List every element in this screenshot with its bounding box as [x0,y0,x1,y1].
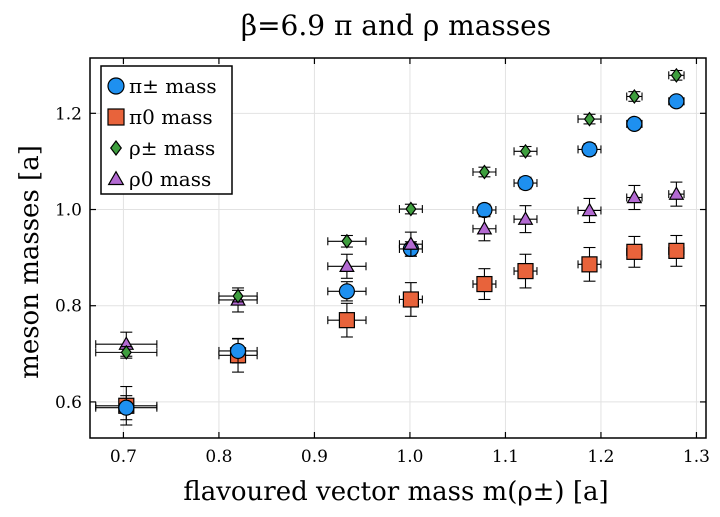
y-tick-label: 1.0 [55,201,82,221]
x-tick-label: 1.2 [587,447,614,467]
data-point-square [402,291,419,308]
data-layer [95,67,685,426]
chart-title: β=6.9 π and ρ masses [241,9,551,42]
data-point-circle [581,141,598,158]
data-point-diamond [478,164,491,180]
x-tick-label: 0.7 [110,447,137,467]
x-tick-label: 0.9 [301,447,328,467]
data-point-circle [668,93,685,110]
data-point-triangle [668,186,685,200]
legend-label: ρ0 mass [129,167,211,191]
data-point-square [517,262,534,280]
legend-label: π± mass [129,74,217,98]
data-point-square [581,256,598,273]
data-point-circle [626,115,643,132]
y-axis-label: meson masses [a] [15,145,45,379]
data-point-diamond [405,201,417,217]
x-tick-label: 1.1 [492,447,519,467]
x-axis-label: flavoured vector mass m(ρ±) [a] [183,477,608,507]
data-point-diamond [120,344,132,360]
y-tick-label: 0.6 [55,393,82,413]
legend-marker-circle [107,77,125,95]
data-point-triangle [339,258,355,272]
data-point-triangle [517,211,534,225]
y-tick-label: 1.2 [55,104,82,124]
data-point-diamond [232,288,244,304]
y-tick-label: 0.8 [55,297,82,317]
x-tick-label: 1.0 [396,447,423,467]
data-point-circle [338,283,356,300]
legend: π± mass π0 mass ρ± mass ρ0 mass [100,65,233,195]
data-point-circle [476,201,493,219]
tick-layer: 0.7 0.8 0.9 1.0 1.1 1.2 1.3 0.6 0.8 1.0 1.2 [55,58,710,467]
data-point-circle [229,342,247,360]
x-tick-label: 1.3 [683,447,710,467]
data-point-square [626,243,643,260]
legend-marker-diamond [110,140,122,156]
data-point-triangle [581,202,598,217]
data-point-triangle [476,220,493,235]
legend-marker-square [107,108,125,126]
plot-frame [89,57,707,439]
data-point-diamond [670,67,683,83]
data-point-diamond [583,111,596,127]
data-point-circle [118,399,135,416]
data-point-triangle [403,236,419,250]
data-point-triangle [626,189,643,204]
x-tick-label: 0.8 [205,447,232,467]
data-point-square [668,242,685,259]
data-point-diamond [628,88,640,104]
data-point-diamond [519,143,532,159]
series-diamond [95,67,685,360]
data-point-circle [517,174,534,192]
data-point-square [476,275,493,293]
legend-marker-triangle [107,170,125,186]
series-square [95,234,685,426]
legend-label: π0 mass [129,105,213,129]
data-point-square [338,312,356,329]
legend-label: ρ± mass [129,136,215,160]
data-point-diamond [341,233,353,249]
